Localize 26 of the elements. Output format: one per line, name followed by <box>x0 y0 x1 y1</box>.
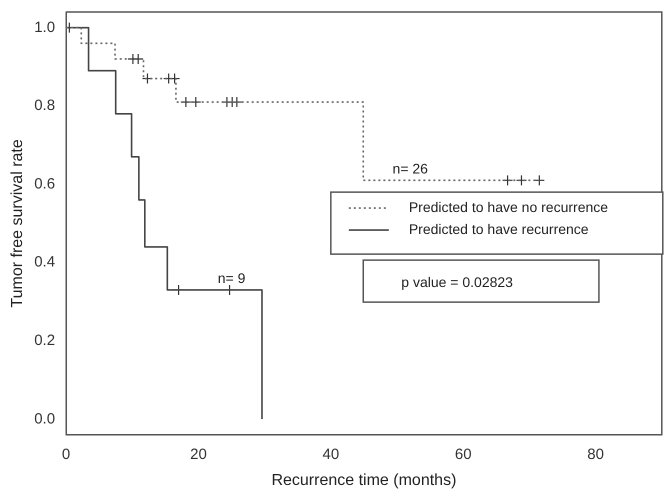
y-tick-label: 0.2 <box>34 332 56 349</box>
point <box>180 96 192 108</box>
point <box>502 174 514 186</box>
annotation: p value = 0.02823 <box>401 274 514 290</box>
y-tick-label: 0.8 <box>34 97 56 114</box>
legend-label: Predicted to have recurrence <box>408 221 589 238</box>
legend-label: Predicted to have no recurrence <box>408 199 608 216</box>
y-tick-label: 0.0 <box>34 410 56 428</box>
point <box>190 96 202 108</box>
x-tick-label: 0 <box>62 446 70 463</box>
point <box>142 72 154 84</box>
point <box>132 53 144 65</box>
y-axis-title: Tumor free survival rate <box>9 139 26 308</box>
y-tick-label: 0.4 <box>34 254 56 271</box>
y-tick-label: 1.0 <box>34 18 56 36</box>
annotation: n= 9 <box>218 270 246 286</box>
point <box>169 72 180 84</box>
x-axis-title: Recurrence time (months) <box>271 472 456 489</box>
x-tick-label: 40 <box>322 446 340 463</box>
point <box>516 174 528 186</box>
x-tick-label: 60 <box>454 446 472 463</box>
y-tick-label: 0.6 <box>34 175 56 192</box>
annotation: n= 26 <box>392 160 428 176</box>
point <box>534 174 545 186</box>
x-tick-label: 20 <box>190 446 207 463</box>
x-tick-label: 80 <box>587 446 604 463</box>
